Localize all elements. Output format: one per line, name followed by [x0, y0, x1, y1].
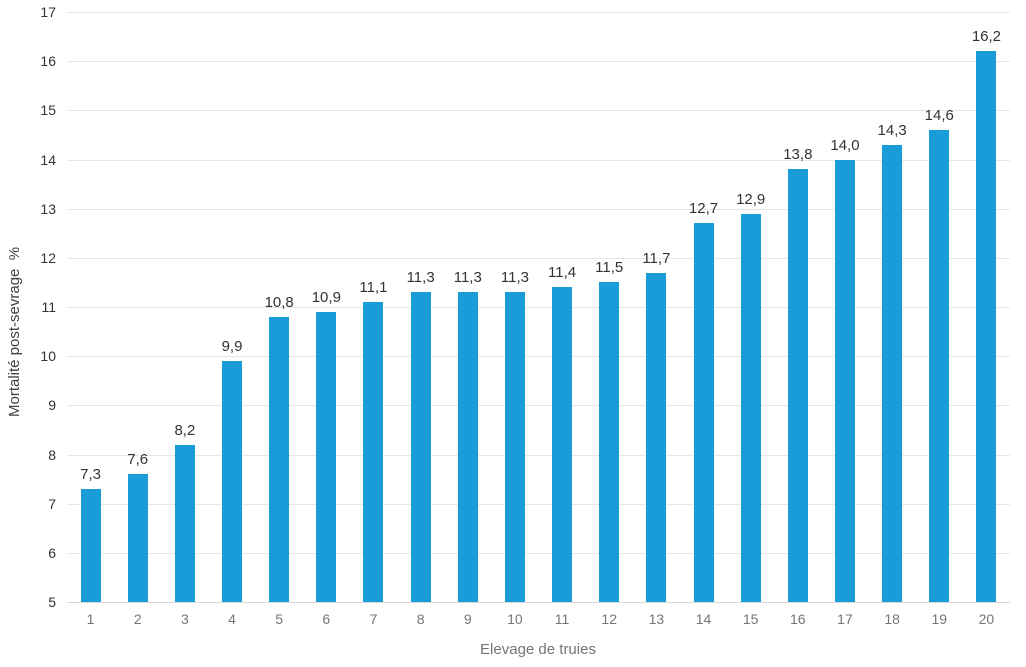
- bar-value-label: 12,9: [736, 190, 766, 208]
- gridline: [67, 208, 1010, 210]
- x-tick-label: 8: [416, 611, 425, 627]
- x-tick-label: 9: [463, 611, 472, 627]
- x-tick-label: 16: [790, 611, 806, 627]
- bar: [646, 272, 667, 602]
- x-tick-label: 10: [507, 611, 523, 627]
- gridline: [67, 110, 1010, 112]
- bar-value-label: 11,5: [595, 259, 624, 277]
- gridline: [67, 307, 1010, 308]
- x-tick-label: 11: [554, 611, 570, 627]
- bar-value-label: 10,9: [311, 288, 341, 306]
- gridline: [67, 61, 1010, 63]
- gridline: [67, 12, 1010, 13]
- y-tick-label: 17: [40, 4, 56, 20]
- x-tick-label: 14: [695, 611, 712, 627]
- bar-value-label: 10,8: [264, 293, 294, 311]
- bar: [316, 311, 337, 602]
- x-tick-label: 5: [275, 611, 284, 627]
- bar: [834, 159, 855, 602]
- gridline: [67, 356, 1010, 358]
- bar: [174, 444, 195, 602]
- bar: [929, 130, 950, 602]
- bar: [599, 282, 620, 602]
- bar: [976, 51, 997, 602]
- bar: [552, 287, 573, 602]
- plot-area: 7,3 1 7,6 2 8,2 3 9,9 4 10,8 5 10,9 6 11,1 7 11,3 8 11,3…: [67, 12, 1010, 626]
- x-tick-label: 17: [837, 611, 853, 627]
- bar-value-label: 11,4: [548, 264, 577, 282]
- bar: [222, 361, 243, 602]
- bar-value-label: 8,2: [174, 421, 196, 439]
- bar: [269, 316, 290, 602]
- x-tick-label: 19: [931, 611, 948, 627]
- y-tick-label: 8: [48, 446, 56, 463]
- gridline: [67, 159, 1010, 161]
- bar: [504, 292, 525, 602]
- bar: [410, 292, 431, 602]
- y-tick-label: 15: [40, 102, 56, 119]
- bar-value-label: 14,6: [924, 107, 954, 124]
- x-tick-label: 3: [180, 611, 189, 627]
- x-tick-label: 1: [86, 611, 95, 627]
- bar-value-label: 14,0: [830, 136, 860, 154]
- bar-value-label: 7,6: [127, 451, 149, 469]
- bar: [457, 292, 478, 602]
- y-tick-label: 11: [41, 299, 56, 315]
- bar-value-label: 13,8: [783, 146, 813, 164]
- gridline: [67, 454, 1010, 456]
- y-tick-label: 5: [48, 594, 56, 610]
- y-tick-label: 12: [40, 249, 56, 266]
- bar-value-label: 11,3: [453, 269, 482, 287]
- gridline: [67, 257, 1010, 259]
- y-tick-label: 7: [48, 495, 56, 512]
- x-tick-label: 7: [369, 611, 378, 627]
- y-axis: 5 6 7 8 9 10 11 12 13 14 15 16 17: [0, 5, 58, 609]
- gridline: [67, 552, 1010, 554]
- bar-value-label: 12,7: [688, 200, 719, 218]
- bar: [740, 213, 761, 602]
- y-tick-label: 9: [48, 397, 56, 414]
- y-tick-label: 6: [48, 544, 56, 561]
- x-tick-label: 6: [322, 611, 331, 627]
- bar-value-label: 11,3: [406, 269, 435, 287]
- bar-value-label: 14,3: [877, 121, 907, 139]
- x-tick-label: 2: [133, 611, 142, 627]
- bar: [80, 488, 101, 602]
- x-tick-label: 18: [884, 611, 900, 627]
- y-tick-label: 14: [40, 151, 56, 168]
- y-tick-label: 13: [40, 200, 56, 217]
- bar: [882, 144, 903, 602]
- x-tick-label: 12: [601, 611, 618, 627]
- bar: [363, 302, 384, 602]
- x-axis-line: [67, 602, 1010, 603]
- gridline: [67, 503, 1010, 505]
- bar-value-label: 9,9: [221, 338, 243, 356]
- bar-value-label: 11,3: [500, 269, 529, 287]
- bar-value-label: 11,1: [359, 279, 388, 297]
- x-tick-label: 15: [742, 611, 759, 627]
- bar: [693, 223, 714, 602]
- y-tick-label: 10: [40, 348, 56, 365]
- x-tick-label: 4: [228, 611, 236, 627]
- bar-value-label: 16,2: [971, 28, 1002, 46]
- gridline: [67, 405, 1010, 407]
- bar-value-label: 11,7: [642, 249, 671, 267]
- bar-value-label: 7,3: [80, 465, 101, 483]
- x-axis-title: Elevage de truies: [480, 641, 596, 658]
- x-tick-label: 20: [978, 611, 995, 627]
- bar: [787, 169, 808, 602]
- y-axis-title: Mortalité post-sevrage %: [6, 246, 23, 417]
- x-tick-label: 13: [648, 611, 665, 627]
- bar: [127, 474, 148, 602]
- y-tick-label: 16: [40, 53, 56, 70]
